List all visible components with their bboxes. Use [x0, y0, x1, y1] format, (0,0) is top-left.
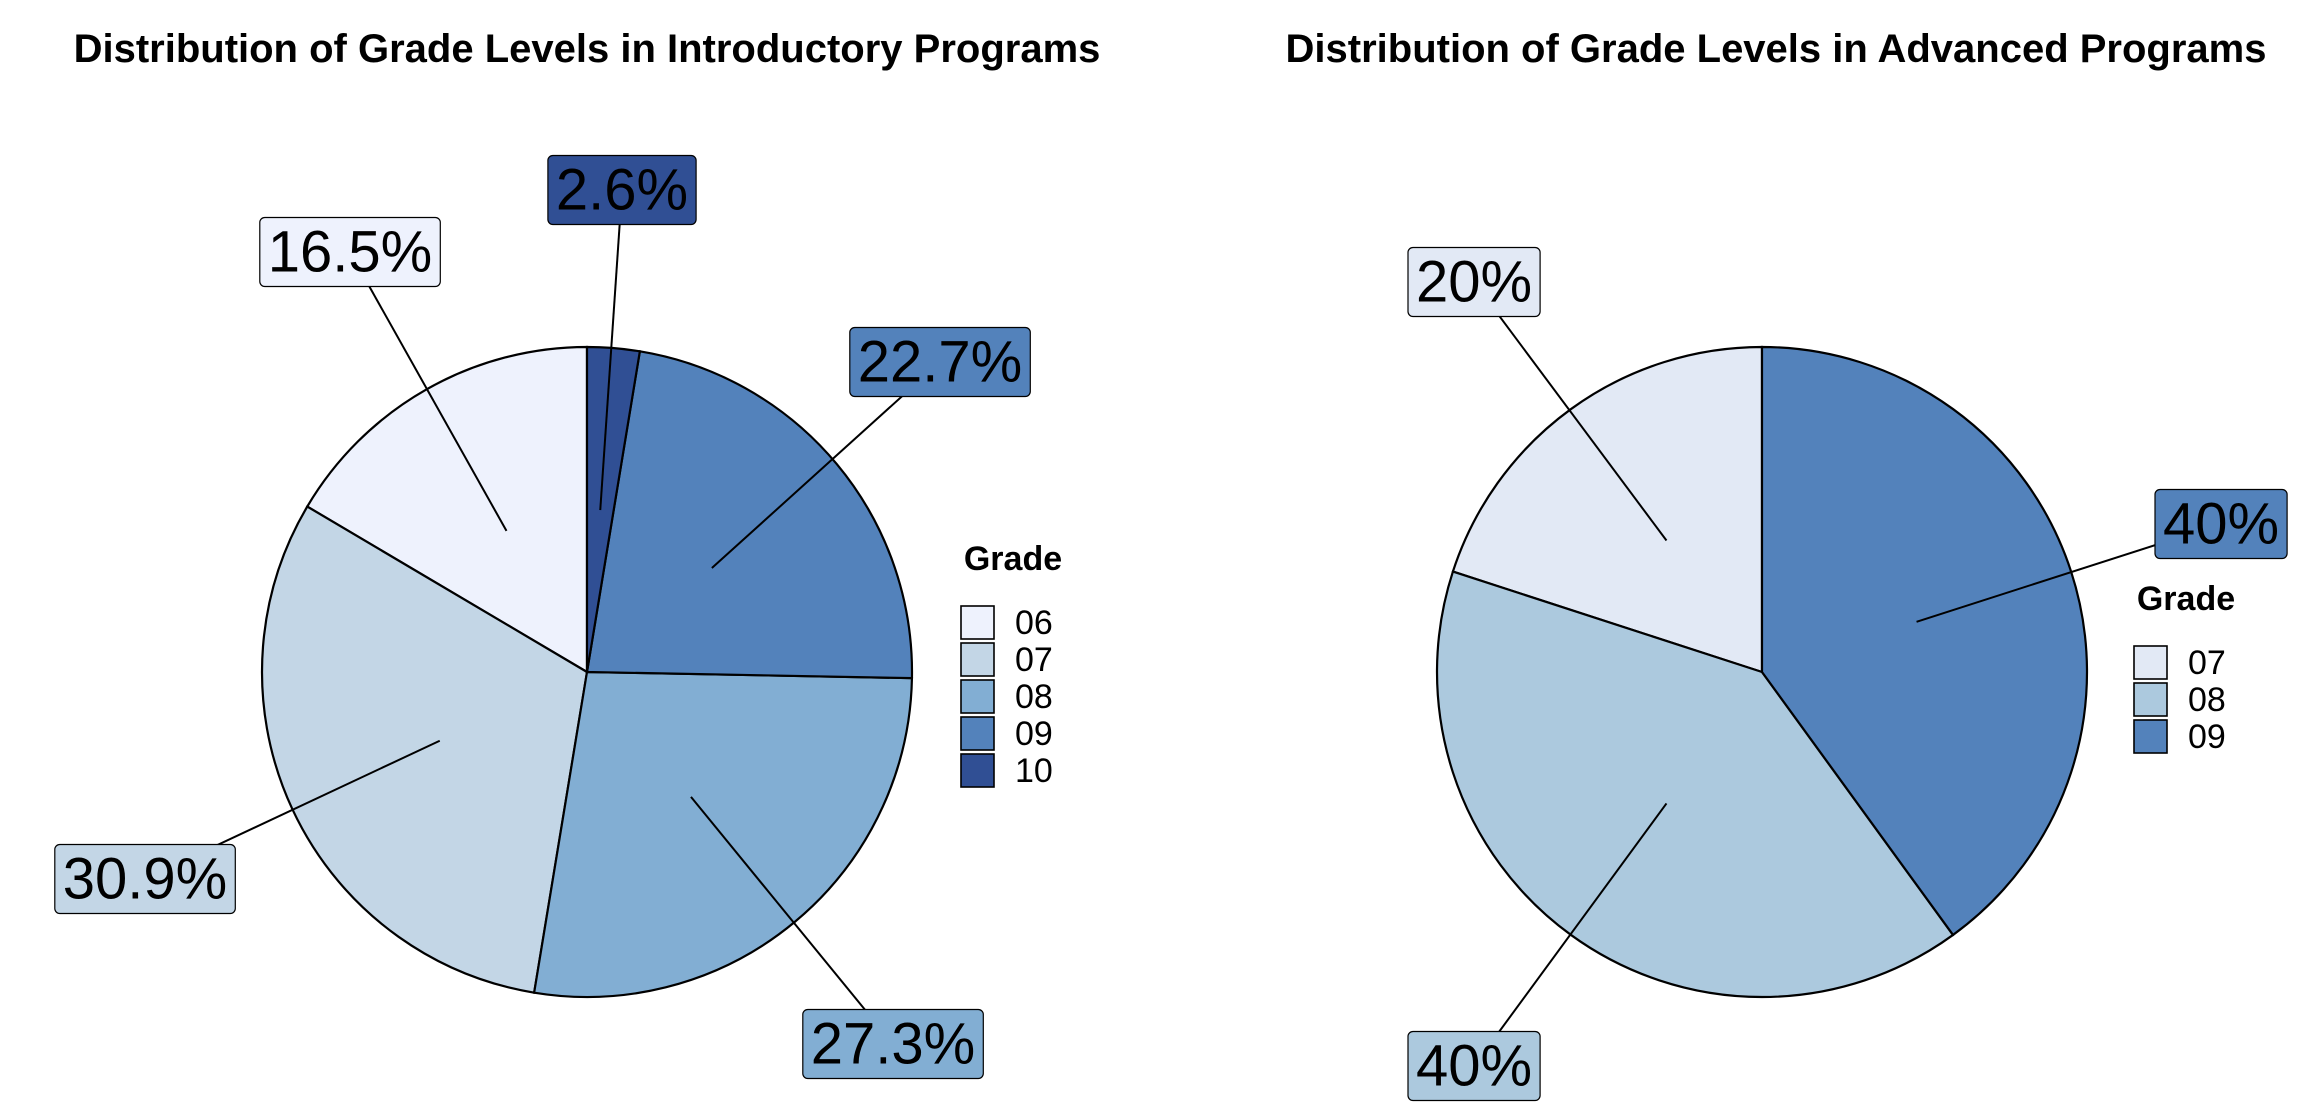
- legend-key-grade-08: [960, 679, 995, 714]
- legend-title: Grade: [2137, 580, 2235, 618]
- slice-label-text: 16.5%: [268, 220, 432, 285]
- leader-line-grade-07: [1473, 281, 1668, 542]
- legend-label-grade-08: 08: [1015, 678, 1053, 716]
- slice-label-text: 40%: [1416, 1034, 1532, 1099]
- slice-label-grade-06: 16.5%: [259, 216, 441, 288]
- chart-title-advanced: Distribution of Grade Levels in Advanced…: [1286, 27, 2267, 71]
- slice-label-box: [2154, 488, 2288, 560]
- slice-label-text: 27.3%: [811, 1012, 975, 1077]
- slice-label-text: 40%: [2163, 492, 2279, 557]
- slice-label-text: 22.7%: [858, 330, 1022, 395]
- slice-label-box: [1407, 1030, 1541, 1102]
- legend-key-grade-09: [2133, 719, 2168, 754]
- slice-label-text: 30.9%: [63, 847, 227, 912]
- slice-label-box: [802, 1008, 984, 1080]
- legend-key-grade-08: [2133, 682, 2168, 717]
- legend-label-grade-09: 09: [2188, 718, 2226, 756]
- legend-key-grade-06: [960, 605, 995, 640]
- slice-label-grade-09: 40%: [2154, 488, 2288, 560]
- pie-slice-grade-06: [305, 345, 589, 674]
- leader-line-grade-08: [1473, 802, 1668, 1067]
- legend-label-grade-07: 07: [1015, 641, 1053, 679]
- slice-label-box: [54, 843, 236, 915]
- legend-label-grade-07: 07: [2188, 644, 2226, 682]
- slice-label-grade-08: 27.3%: [802, 1008, 984, 1080]
- slice-label-grade-07: 20%: [1407, 246, 1541, 318]
- slice-label-box: [547, 154, 697, 226]
- legend-key-grade-10: [960, 753, 995, 788]
- slice-label-grade-07: 30.9%: [54, 843, 236, 915]
- legend-label-grade-08: 08: [2188, 681, 2226, 719]
- legend-label-grade-09: 09: [1015, 715, 1053, 753]
- slice-label-grade-08: 40%: [1407, 1030, 1541, 1102]
- pie-slice-grade-08: [532, 670, 914, 999]
- slice-label-box: [259, 216, 441, 288]
- slice-label-text: 2.6%: [556, 158, 688, 223]
- legend-key-grade-09: [960, 716, 995, 751]
- pie-slice-grade-07: [1451, 345, 1764, 674]
- slice-label-grade-09: 22.7%: [849, 326, 1031, 398]
- legend-key-grade-07: [2133, 645, 2168, 680]
- pie-slices: [260, 345, 914, 999]
- legend-key-grade-07: [960, 642, 995, 677]
- leader-line-grade-10: [599, 189, 623, 511]
- slice-label-text: 20%: [1416, 250, 1532, 315]
- slice-label-grade-10: 2.6%: [547, 154, 697, 226]
- chart-title-introductory: Distribution of Grade Levels in Introduc…: [74, 27, 1101, 71]
- slice-labels: 20% 40% 40%: [1407, 246, 2288, 1102]
- pie-slice-grade-10: [585, 345, 642, 673]
- pie-slices: [1435, 345, 2089, 999]
- legend-title: Grade: [964, 540, 1062, 578]
- pie-slice-grade-09: [585, 350, 914, 680]
- slice-label-box: [1407, 246, 1541, 318]
- legend-label-grade-06: 06: [1015, 604, 1053, 642]
- leader-line-grade-06: [349, 251, 508, 532]
- slice-label-box: [849, 326, 1031, 398]
- slice-labels: 16.5% 30.9% 27.3% 22.7% 2.6%: [54, 154, 1031, 1080]
- leader-line-grade-08: [690, 796, 894, 1045]
- legend-label-grade-10: 10: [1015, 752, 1053, 790]
